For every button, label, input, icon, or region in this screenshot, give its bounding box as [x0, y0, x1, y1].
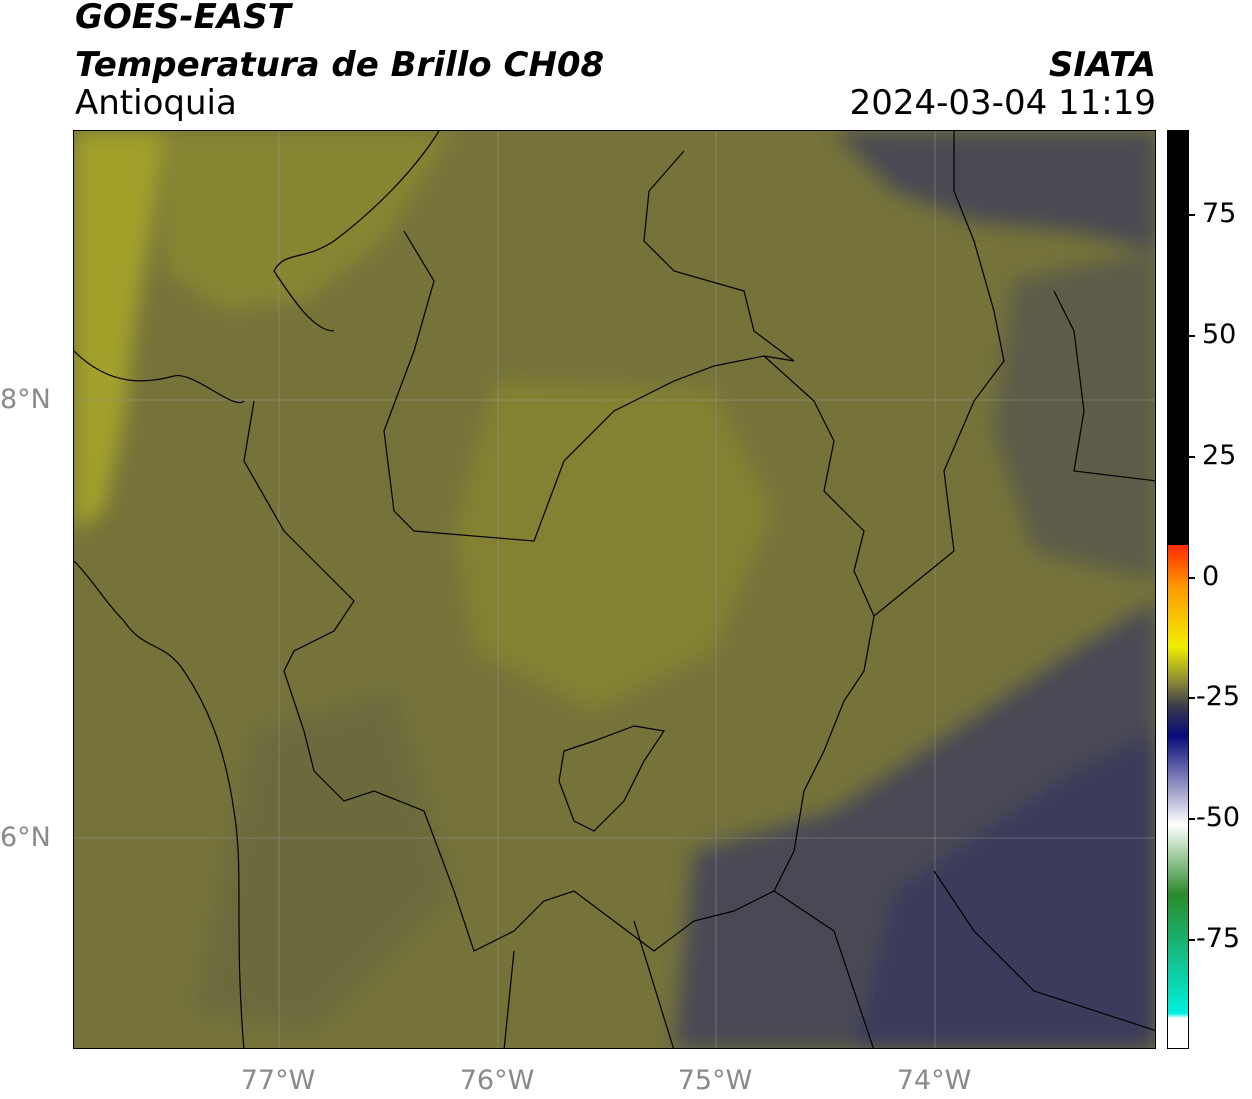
warm-zone-center — [454, 381, 774, 711]
title-product: Temperatura de Brillo CH08 — [75, 45, 605, 85]
bright-cloud-zone — [74, 131, 164, 531]
colorbar-label-neg75: -75 — [1196, 923, 1241, 954]
valle-aburra-border — [558, 725, 666, 832]
colorbar-tick-mark — [1189, 577, 1195, 579]
map-panel[interactable] — [73, 130, 1156, 1049]
colorbar-tick-mark — [1189, 697, 1195, 699]
cool-zone-east — [994, 251, 1155, 581]
lon-tick-75w: 75°W — [677, 1065, 753, 1096]
boundaries — [74, 131, 1155, 1048]
cool-zone-west — [194, 691, 454, 1031]
warm-zone-north — [164, 131, 454, 311]
colorbar-label-0: 0 — [1202, 561, 1220, 592]
cold-zone-northeast — [834, 131, 1155, 251]
title-satellite: GOES-EAST — [75, 0, 291, 37]
colorbar-tick-mark — [1189, 818, 1195, 820]
eastern-border — [1053, 290, 1155, 482]
lon-tick-77w: 77°W — [240, 1065, 316, 1096]
colorbar-label-neg25: -25 — [1196, 681, 1241, 712]
southern-borders — [503, 870, 1155, 1048]
lon-tick-74w: 74°W — [896, 1065, 972, 1096]
colorbar-label-neg50: -50 — [1196, 802, 1241, 833]
colorbar-label-50: 50 — [1202, 319, 1237, 350]
department-border-east — [763, 131, 1005, 617]
map-canvas[interactable] — [74, 131, 1156, 1049]
colorbar-tick-mark — [1189, 214, 1195, 216]
colorbar-tick-mark — [1189, 456, 1195, 458]
graticule — [74, 131, 1155, 1048]
lat-tick-6n: 6°N — [0, 822, 51, 853]
department-border-north — [383, 150, 795, 542]
datetime-label: 2024-03-04 11:19 — [849, 83, 1156, 123]
department-border-south — [243, 400, 875, 952]
region-label: Antioquia — [75, 83, 237, 123]
pacific-coast — [74, 560, 245, 1048]
lon-tick-76w: 76°W — [459, 1065, 535, 1096]
colorbar-tick-mark — [1189, 939, 1195, 941]
lat-tick-8n: 8°N — [0, 384, 51, 415]
colorbar-tick-mark — [1189, 335, 1195, 337]
coastline — [74, 131, 440, 404]
colorbar-label-75: 75 — [1202, 198, 1237, 229]
colorbar-label-25: 25 — [1202, 440, 1237, 471]
organization-label: SIATA — [1048, 45, 1156, 85]
coldest-zone — [854, 731, 1155, 1048]
colorbar — [1167, 130, 1189, 1049]
